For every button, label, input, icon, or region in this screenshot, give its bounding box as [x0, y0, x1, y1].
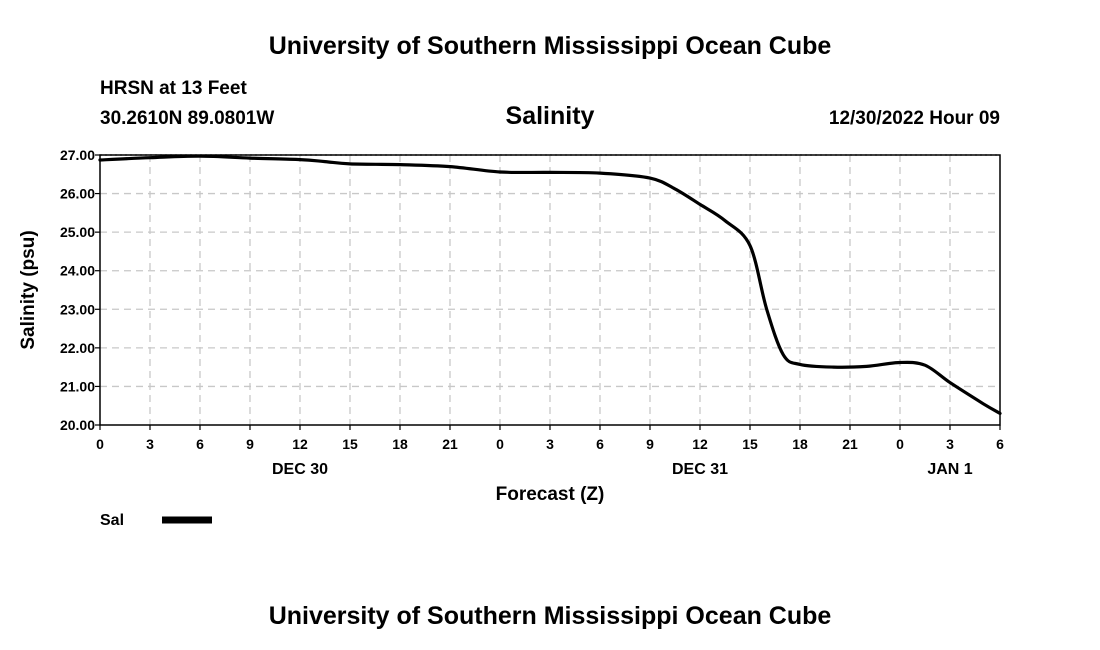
- coordinates-label: 30.2610N 89.0801W: [100, 108, 274, 129]
- y-tick-label: 25.00: [60, 224, 95, 240]
- chart-title: Salinity: [506, 102, 595, 130]
- legend-label: Sal: [100, 512, 124, 529]
- series-layer: [98, 154, 1002, 415]
- x-tick-label: 3: [946, 436, 954, 452]
- x-tick-label: 0: [496, 436, 504, 452]
- x-tick-label: 9: [246, 436, 254, 452]
- x-tick-label: 6: [596, 436, 604, 452]
- axis-ticks: 27.00 26.00 25.00 24.00 23.00 22.00 21.00 20.00…: [60, 147, 1004, 478]
- timestamp-label: 12/30/2022 Hour 09: [829, 108, 1000, 129]
- x-tick-label: 6: [196, 436, 204, 452]
- x-tick-label: 12: [692, 436, 708, 452]
- y-tick-label: 27.00: [60, 147, 95, 163]
- x-tick-label: 12: [292, 436, 308, 452]
- x-tick-label: 0: [896, 436, 904, 452]
- y-tick-label: 26.00: [60, 186, 95, 202]
- x-tick-label: 3: [546, 436, 554, 452]
- x-tick-label: 15: [342, 436, 358, 452]
- x-tick-label: 18: [792, 436, 808, 452]
- y-tick-label: 21.00: [60, 378, 95, 394]
- date-label: DEC 31: [672, 461, 728, 478]
- x-tick-label: 21: [842, 436, 858, 452]
- date-label: JAN 1: [927, 461, 972, 478]
- x-tick-label: 18: [392, 436, 408, 452]
- page-title-top: University of Southern Mississippi Ocean…: [269, 32, 832, 60]
- x-tick-label: 6: [996, 436, 1004, 452]
- x-tick-label: 0: [96, 436, 104, 452]
- x-tick-label: 15: [742, 436, 758, 452]
- y-axis-label: Salinity (psu): [18, 230, 39, 349]
- y-tick-label: 22.00: [60, 340, 95, 356]
- y-tick-label: 24.00: [60, 263, 95, 279]
- x-tick-label: 21: [442, 436, 458, 452]
- y-tick-label: 20.00: [60, 417, 95, 433]
- station-label: HRSN at 13 Feet: [100, 78, 247, 99]
- grid-lines: [100, 154, 1000, 425]
- x-tick-label: 9: [646, 436, 654, 452]
- y-tick-label: 23.00: [60, 301, 95, 317]
- x-axis-label: Forecast (Z): [496, 484, 605, 505]
- page-title-bottom: University of Southern Mississippi Ocean…: [269, 602, 832, 630]
- x-tick-label: 3: [146, 436, 154, 452]
- series-line-sal: [98, 154, 1002, 415]
- date-label: DEC 30: [272, 461, 328, 478]
